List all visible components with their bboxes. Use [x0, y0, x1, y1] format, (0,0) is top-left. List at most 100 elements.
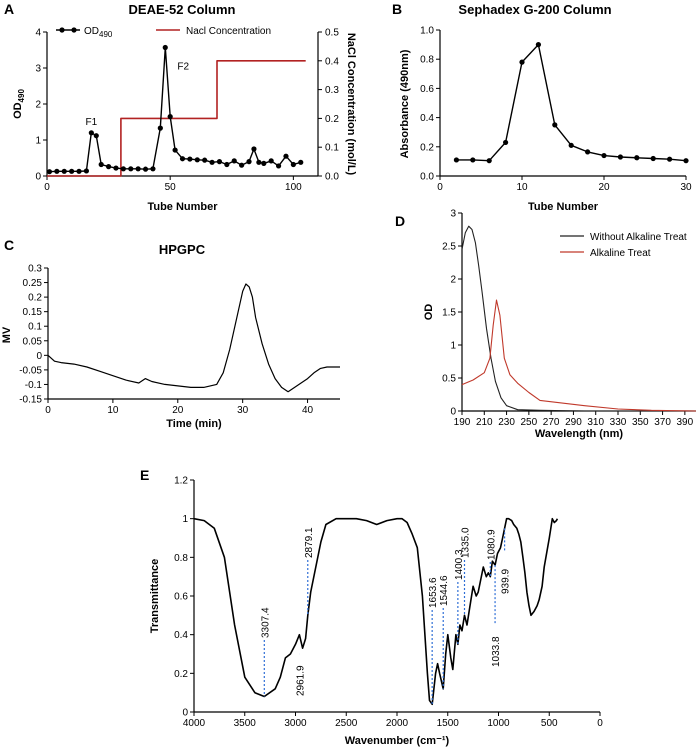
x-tick-label: 20: [598, 182, 610, 193]
x-tick-label: 390: [677, 417, 694, 428]
x-axis-title: Wavenumber (cm⁻¹): [345, 735, 450, 747]
y-tick-label: 0.2: [420, 142, 434, 153]
chart-d: 190 210 230 250 270 290 310 330 350 370 390 0 0.5 1 1.…: [423, 209, 697, 440]
x-tick-label: 30: [237, 405, 249, 416]
data-point: [503, 139, 509, 146]
data-point: [617, 154, 624, 160]
y-tick-label: 0.2: [28, 293, 42, 304]
peak-label: 1544.6: [439, 575, 450, 606]
data-point: [246, 159, 252, 165]
x-tick-label: 0: [597, 718, 603, 729]
y-tick-label: 0.25: [23, 278, 43, 289]
x-tick-label: 2500: [335, 718, 358, 729]
data-point: [202, 157, 208, 163]
data-point: [275, 163, 282, 169]
x-tick-label: 3000: [284, 718, 307, 729]
y-tick-label: -0.1: [25, 380, 43, 391]
y-tick-label: 3: [35, 64, 41, 75]
y-tick-label: 0: [35, 172, 41, 183]
y-tick-label: 4: [35, 28, 41, 39]
data-point: [552, 122, 558, 128]
y2-tick-label: 0.3: [325, 85, 339, 96]
y2-tick-label: 0.5: [325, 28, 339, 39]
annotation-f2: F2: [177, 61, 189, 72]
panel-label-b: B: [392, 1, 402, 17]
legend-label-alkaline: Alkaline Treat: [590, 248, 651, 259]
y-tick-label: 0: [36, 351, 42, 362]
y-axis-title: OD: [423, 304, 435, 321]
y-tick-label: 3: [450, 209, 456, 220]
x-axis-title: Time (min): [166, 418, 222, 430]
data-point: [150, 166, 156, 172]
x-tick-label: 20: [172, 405, 184, 416]
y-tick-label: 0.4: [420, 113, 434, 124]
y-tick-label: 1: [35, 136, 41, 147]
x-tick-label: 190: [454, 417, 471, 428]
series-line-od490: [49, 46, 301, 173]
data-point: [88, 130, 94, 136]
x-tick-label: 0: [437, 182, 443, 193]
x-tick-label: 50: [165, 182, 177, 193]
x-tick-label: 290: [565, 417, 582, 428]
y-tick-label: 2: [450, 275, 456, 286]
x-tick-label: 330: [610, 417, 627, 428]
x-tick-label: 230: [498, 417, 515, 428]
y2-tick-label: 0.2: [325, 114, 339, 125]
y-tick-label: 0.8: [420, 55, 434, 66]
y-tick-label: 0.05: [23, 336, 43, 347]
x-tick-label: 350: [632, 417, 649, 428]
data-point: [172, 147, 178, 153]
data-point: [298, 159, 304, 165]
x-tick-label: 210: [476, 417, 493, 428]
peak-label: 1080.9: [486, 529, 497, 560]
x-tick-label: 0: [44, 182, 50, 193]
y2-axis-title: NaCl Concentration (mol/L): [345, 33, 357, 176]
data-point: [194, 157, 200, 163]
data-point: [167, 114, 173, 120]
data-point: [470, 157, 476, 163]
chart-e: 4000 3500 3000 2500 2000 1500 1000 500 0 0 0.2 0.4 0…: [149, 476, 603, 748]
x-tick-label: 30: [680, 182, 692, 193]
data-point: [162, 44, 168, 51]
data-point: [120, 166, 126, 172]
series-line-alkaline-treat: [461, 299, 697, 412]
y-tick-label: 2: [35, 100, 41, 111]
chart-a: 0 50 100 0 1 2 3 4 Tube Number OD490 0.0 0.1 0.2 0.3 0…: [12, 26, 357, 213]
panel-label-c: C: [4, 237, 14, 253]
chart-c-title: HPGPC: [159, 242, 206, 257]
y-tick-label: 0.0: [420, 172, 434, 183]
data-point: [667, 156, 673, 162]
y-tick-label: 0.1: [28, 322, 42, 333]
x-tick-label: 3500: [234, 718, 257, 729]
data-point: [128, 166, 134, 172]
x-axis-title: Tube Number: [528, 201, 599, 213]
peak-label: 939.9: [501, 569, 512, 594]
data-point: [683, 158, 689, 164]
data-point: [453, 157, 459, 163]
x-tick-label: 10: [516, 182, 528, 193]
data-point: [187, 156, 193, 162]
y-axis-title: OD490: [12, 89, 26, 119]
chart-a-title: DEAE-52 Column: [129, 2, 236, 17]
chart-b: 0 10 20 30 0.0 0.2 0.4 0.6 0.8 1.0 Tube Number Abso…: [399, 26, 692, 214]
peak-label: 3307.4: [260, 607, 271, 638]
panel-label-d: D: [395, 213, 405, 229]
peak-label: 1653.6: [428, 577, 439, 608]
x-tick-label: 4000: [183, 718, 206, 729]
data-point: [535, 42, 542, 48]
y2-tick-label: 0.1: [325, 143, 339, 154]
y-tick-label: 0: [450, 407, 456, 418]
x-tick-label: 250: [521, 417, 538, 428]
data-point: [519, 59, 525, 65]
chart-c: 0 10 20 30 40 -0.15 -0.1 -0.05 0 0.05 0.1 0.15 0.2 0.…: [1, 264, 340, 430]
x-tick-label: 1000: [487, 718, 510, 729]
data-point: [650, 155, 656, 162]
y2-tick-label: 0.0: [325, 172, 339, 183]
peak-label: 2879.1: [304, 527, 315, 558]
data-point: [585, 149, 591, 155]
legend-label-without-alkaline: Without Alkaline Treat: [590, 232, 687, 243]
data-point: [46, 169, 53, 175]
data-point: [268, 158, 274, 164]
chart-b-title: Sephadex G-200 Column: [458, 2, 611, 17]
